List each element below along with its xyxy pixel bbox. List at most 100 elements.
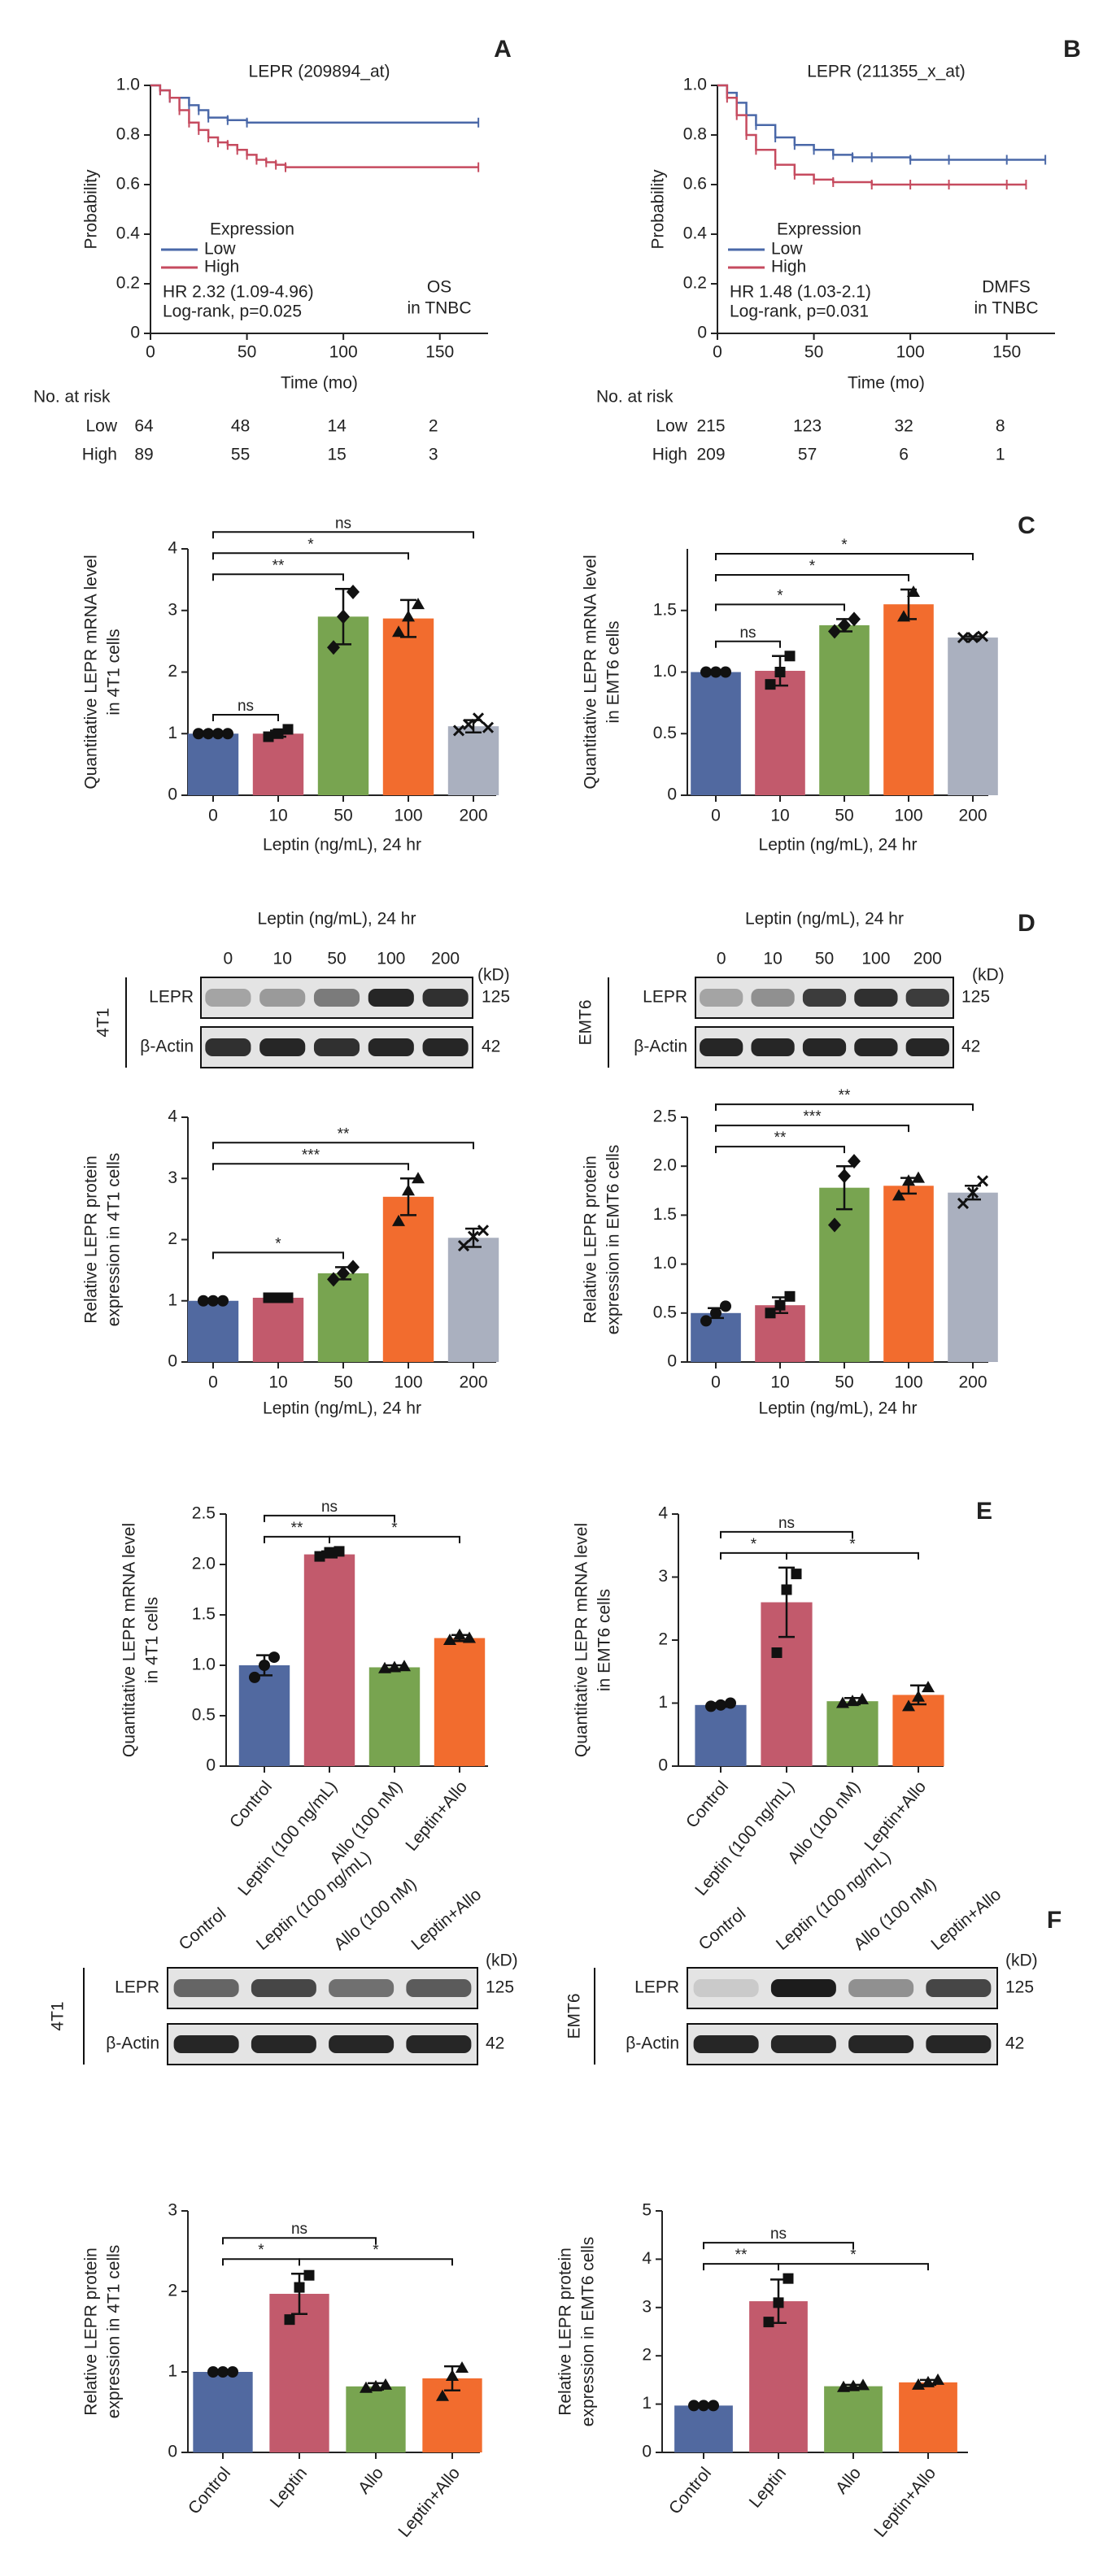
bar — [382, 1196, 434, 1362]
x-tick-label: Leptin — [267, 2464, 311, 2512]
data-point — [467, 1230, 480, 1242]
y-tick-label: 4 — [168, 539, 177, 558]
significance-bracket — [720, 1551, 787, 1560]
data-point — [472, 712, 485, 724]
cell-line-label: 4T1 — [94, 1007, 113, 1037]
lane-label: Control — [695, 1904, 750, 1954]
significance-label: * — [258, 2242, 264, 2259]
y-tick-label: 0.5 — [653, 724, 677, 742]
significance-bracket — [703, 2263, 779, 2271]
lane-label: 10 — [273, 950, 292, 968]
significance-label: *** — [302, 1147, 320, 1164]
x-tick-label: 200 — [958, 1373, 987, 1392]
x-tick-label: 50 — [835, 1373, 853, 1392]
cell-line-label: EMT6 — [577, 999, 595, 1045]
data-point — [838, 1168, 851, 1184]
x-tick-label: 200 — [459, 1373, 487, 1392]
y-tick-label: 4 — [168, 1107, 177, 1126]
blot-band — [905, 989, 949, 1007]
chart-title: LEPR (211355_x_at) — [807, 63, 966, 81]
significance-bracket — [715, 1146, 845, 1154]
data-point — [443, 1634, 456, 1645]
bar — [447, 1238, 499, 1362]
x-tick-label: Allo — [832, 2464, 865, 2498]
x-axis-label: Leptin (ng/mL), 24 hr — [263, 1399, 421, 1418]
x-tick-label: Leptin+Allo — [402, 1778, 471, 1855]
data-point — [784, 651, 796, 662]
lane-label: 200 — [913, 950, 942, 968]
significance-label: ns — [291, 2221, 307, 2238]
y-axis-label: expression in EMT6 cells — [604, 1145, 623, 1334]
data-point — [369, 2379, 382, 2391]
y-tick-label: 1 — [168, 1290, 177, 1309]
data-point — [347, 1260, 360, 1275]
y-tick-label: 2 — [168, 1229, 177, 1248]
blot-band — [313, 1038, 360, 1056]
lane-label: Control — [176, 1904, 230, 1954]
y-tick-label: 0 — [667, 785, 677, 804]
y-tick-label: 3 — [658, 1567, 668, 1586]
x-tick-label: 200 — [459, 807, 487, 825]
kd-value: 42 — [961, 1038, 980, 1056]
bar — [824, 2386, 883, 2452]
significance-label: ** — [774, 1129, 787, 1147]
y-tick-label: 0.4 — [116, 224, 141, 243]
x-axis-label: Time (mo) — [848, 374, 925, 393]
legend-label: Low — [771, 240, 803, 259]
x-tick-label: 0 — [208, 807, 218, 825]
blot-band — [693, 2035, 759, 2053]
data-point — [263, 1292, 274, 1303]
blot-band — [770, 1979, 836, 1997]
y-tick-label: 1 — [642, 2394, 652, 2413]
x-tick-label: 50 — [238, 343, 256, 362]
significance-label: * — [841, 537, 848, 554]
significance-bracket — [212, 552, 409, 560]
y-tick-label: 0.5 — [192, 1706, 216, 1725]
y-axis-label: in 4T1 cells — [105, 629, 124, 715]
data-point — [392, 1214, 405, 1226]
bar — [346, 2386, 406, 2452]
lane-label: 100 — [861, 950, 890, 968]
data-point — [912, 1690, 925, 1702]
risk-count: 15 — [327, 446, 346, 464]
bar — [749, 2301, 808, 2452]
blot-band — [313, 989, 360, 1007]
y-tick-label: 5 — [642, 2201, 652, 2220]
data-point — [774, 1299, 786, 1311]
x-tick-label: 50 — [804, 343, 823, 362]
data-point — [698, 2400, 709, 2412]
y-tick-label: 3 — [168, 600, 177, 619]
y-tick-label: 0.8 — [683, 125, 707, 144]
significance-label: * — [849, 1536, 856, 1553]
x-tick-label: Leptin+Allo — [861, 1778, 930, 1855]
significance-bracket — [222, 2258, 300, 2266]
data-point — [837, 2380, 850, 2392]
bar — [269, 2293, 329, 2452]
risk-count: 6 — [899, 446, 909, 464]
data-point — [227, 2366, 238, 2378]
survival-curve — [150, 84, 479, 168]
risk-count: 3 — [429, 446, 438, 464]
annotation: HR 2.32 (1.09-4.96) — [163, 283, 314, 302]
data-point — [892, 1189, 905, 1201]
significance-bracket — [212, 1142, 474, 1150]
y-tick-label: 0.6 — [683, 175, 707, 194]
data-point — [452, 724, 465, 737]
bar — [892, 1695, 944, 1766]
x-axis-label: Leptin (ng/mL), 24 hr — [759, 836, 918, 855]
data-point — [700, 1315, 712, 1327]
panel-letter: D — [1018, 910, 1035, 937]
blot-band — [848, 2035, 914, 2053]
blot-band — [751, 1038, 795, 1056]
x-tick-label: Leptin — [746, 2464, 790, 2512]
significance-label: ns — [739, 624, 756, 642]
bar — [691, 672, 741, 795]
data-point — [720, 666, 731, 678]
panel-letter: F — [1047, 1907, 1062, 1934]
significance-label: * — [307, 536, 314, 553]
x-tick-label: Leptin+Allo — [395, 2464, 464, 2541]
y-tick-label: 0 — [168, 1352, 177, 1371]
y-tick-label: 1 — [168, 724, 177, 742]
survival-curve — [150, 84, 479, 124]
